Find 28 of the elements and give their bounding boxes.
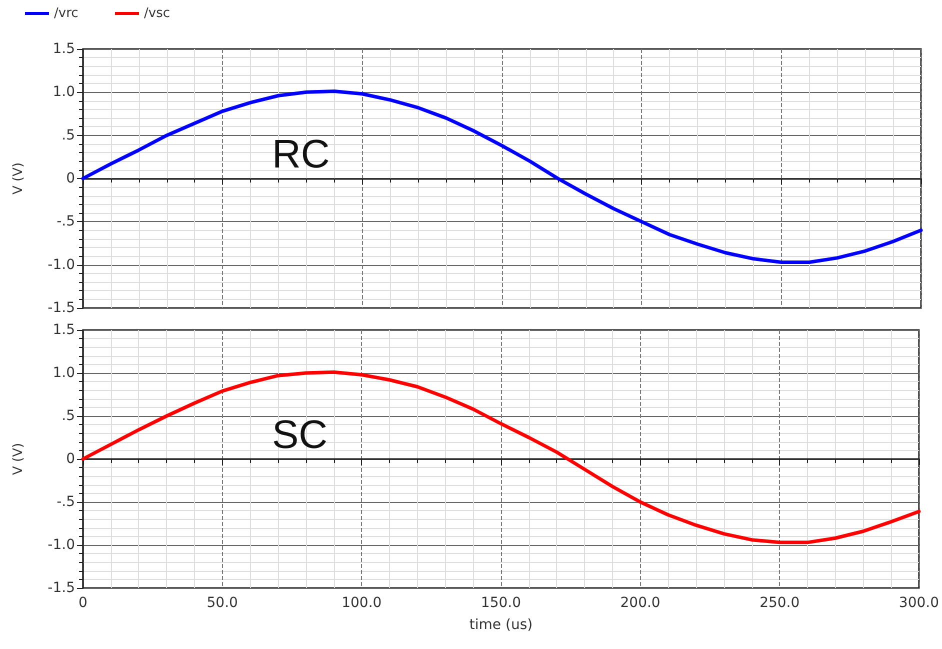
y-tick-label: 0 [66,451,75,467]
annotation: SC [272,413,328,458]
x-tick-label: 100.0 [342,595,382,611]
annotation: RC [272,132,330,176]
y-tick-label: -.5 [56,214,75,230]
y-tick-label: 1.0 [52,365,75,381]
y-tick-label: -1.5 [48,580,75,596]
y-tick-label: 0 [66,170,75,186]
y-axis-title: V (V) [11,442,26,476]
x-tick-label: 150.0 [480,595,522,611]
x-tick-label: 250.0 [760,595,800,611]
y-tick-label: -1.0 [48,256,75,273]
x-tick-label: 300.0 [898,595,940,611]
y-tick-label: -1.0 [48,537,75,553]
x-tick-label: 50.0 [206,595,238,611]
y-tick-label: -.5 [56,494,75,510]
y-tick-label: .5 [62,127,75,144]
y-tick-label: 1.0 [52,84,75,100]
legend-label: /vrc [54,6,78,21]
y-tick-label: 1.5 [52,41,75,57]
y-tick-label: -1.5 [48,300,75,316]
x-axis-title: time (us) [469,617,533,633]
legend-label: /vsc [144,6,170,21]
x-tick-label: 0 [78,595,88,611]
y-tick-label: 1.5 [52,322,75,338]
x-tick-label: 200.0 [620,595,660,611]
y-axis-title: V (V) [11,162,26,195]
y-tick-label: .5 [62,408,75,424]
